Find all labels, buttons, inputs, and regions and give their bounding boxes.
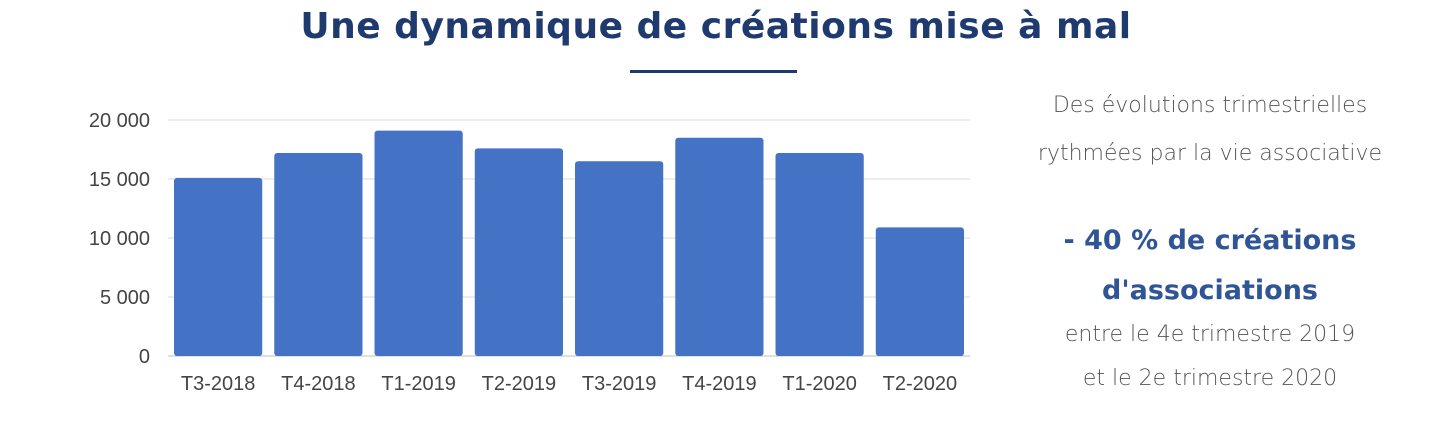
side-text-line-3: entre le 4e trimestre 2019 <box>1064 322 1356 347</box>
bar-T1-2019 <box>374 130 463 356</box>
bar-T4-2019 <box>675 137 764 356</box>
x-tick-label: T3-2019 <box>582 373 657 395</box>
bar-chart: 0 5 000 10 000 15 000 20 000 T3-2018 T4-2018 T1… <box>89 110 970 395</box>
side-highlight-line-2: d'associations <box>1102 275 1318 306</box>
y-tick-label: 20 000 <box>89 110 150 132</box>
x-tick-label: T4-2018 <box>281 373 356 395</box>
side-highlight-line-1: - 40 % de créations <box>1063 225 1357 256</box>
y-tick-label: 15 000 <box>89 169 150 191</box>
y-tick-label: 0 <box>139 346 150 368</box>
bar-T2-2020 <box>875 227 964 356</box>
x-tick-label: T1-2020 <box>782 373 857 395</box>
bar-T3-2019 <box>575 161 664 356</box>
bar-T4-2018 <box>274 153 363 356</box>
x-tick-label: T2-2019 <box>482 373 557 395</box>
y-tick-label: 5 000 <box>100 287 150 309</box>
x-tick-label: T3-2018 <box>181 373 256 395</box>
bar-T2-2019 <box>474 148 563 356</box>
x-tick-label: T4-2019 <box>682 373 757 395</box>
bar-T3-2018 <box>174 177 263 356</box>
x-tick-label: T2-2020 <box>883 373 958 395</box>
chart-title: Une dynamique de créations mise à mal <box>300 6 1132 47</box>
x-tick-label: T1-2019 <box>381 373 456 395</box>
y-tick-label: 10 000 <box>89 228 150 250</box>
title-underline <box>630 70 797 73</box>
bar-T1-2020 <box>775 153 864 356</box>
side-text-line-2: rythmées par la vie associative <box>1037 141 1383 166</box>
side-text-line-4: et le 2e trimestre 2020 <box>1082 366 1338 391</box>
side-text-line-1: Des évolutions trimestrielles <box>1052 93 1368 118</box>
